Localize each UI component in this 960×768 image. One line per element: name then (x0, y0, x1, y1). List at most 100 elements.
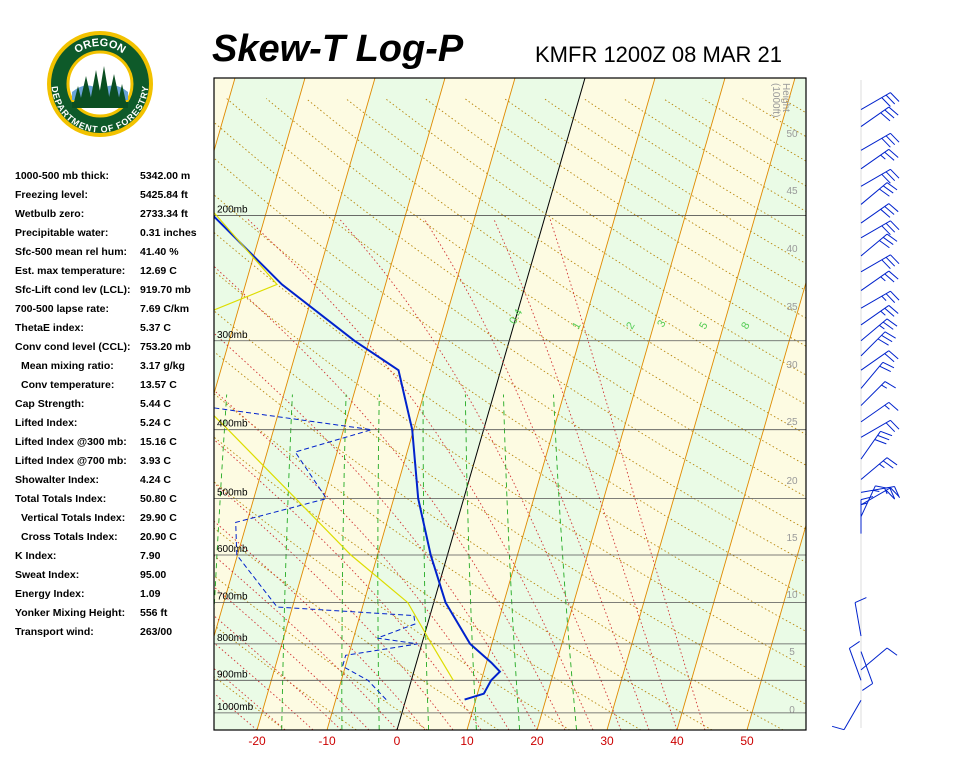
height-tick-label: 30 (786, 360, 798, 371)
wind-barb-staff (860, 401, 890, 423)
height-tick-label: 15 (786, 533, 798, 544)
stat-row: Transport wind: 263/00 (15, 626, 215, 645)
stability-index-list: 1000-500 mb thick: 5342.00 m Freezing leve… (15, 170, 215, 645)
wind-barb-staff (860, 182, 888, 205)
wind-barb-staff (860, 220, 891, 239)
mixing-ratio-label: 5 (697, 320, 710, 331)
wind-barb (860, 106, 899, 127)
wind-barb (860, 350, 899, 371)
stat-value: 263/00 (140, 626, 173, 638)
wind-barb-tick (884, 206, 895, 215)
temperature-tick-label: -20 (248, 734, 266, 748)
wind-barb-staff (860, 148, 890, 170)
stat-label: 1000-500 mb thick: (15, 170, 109, 182)
isotherm (214, 78, 236, 153)
moist-adiabat (423, 218, 650, 730)
temperature-tick-label: 50 (740, 734, 754, 748)
wind-barb-staff (860, 290, 891, 309)
wind-barb-tick (882, 460, 894, 469)
isotherm (746, 523, 806, 730)
isotherm (887, 78, 960, 730)
oregon-forestry-logo: OREGON DEPARTMENT OF FORESTRY (46, 30, 154, 138)
stat-value: 7.90 (140, 550, 161, 562)
pressure-label: 600mb (217, 544, 248, 555)
wind-barb-tick (877, 434, 890, 441)
wind-barb-tick (881, 137, 891, 148)
wind-barb-staff (860, 485, 876, 517)
pressure-label: 500mb (217, 488, 248, 499)
height-tick-label: 40 (786, 244, 798, 255)
wind-barb-tick (885, 171, 896, 182)
mixing-ratio-line (553, 394, 578, 730)
height-tick-label: 20 (786, 476, 798, 487)
isotherm (0, 78, 165, 730)
stat-label: Cross Totals Index: (21, 531, 118, 543)
isotherm (326, 78, 516, 730)
pressure-label: 300mb (217, 330, 248, 341)
wind-barb-tick (880, 112, 891, 122)
wind-barb (860, 182, 898, 205)
wind-barb-tick (888, 350, 899, 360)
wind-barb-tick (885, 422, 896, 433)
wind-barb (848, 641, 862, 681)
isotherm (256, 78, 446, 730)
wind-barb (860, 254, 900, 273)
wind-barb-tick (881, 97, 891, 107)
wind-barb-tick (881, 173, 891, 184)
wind-barb-staff (860, 168, 891, 187)
wind-barb-staff (860, 270, 890, 291)
wind-barb-tick (881, 225, 891, 236)
stat-value: 13.57 C (140, 379, 177, 391)
wind-barb-tick (890, 254, 900, 265)
wind-barb-tick (882, 321, 894, 330)
wind-barb-tick (885, 256, 896, 267)
stat-label: Total Totals Index: (15, 493, 107, 505)
stat-value: 919.70 mb (140, 284, 191, 296)
stat-row: Wetbulb zero: 2733.34 ft (15, 208, 215, 227)
isotherm (466, 78, 656, 730)
wind-barb-tick (881, 334, 893, 343)
wind-barb (860, 496, 874, 534)
dry-adiabat (214, 481, 571, 730)
stat-label: Vertical Totals Index: (21, 512, 126, 524)
wind-barb-tick (890, 487, 900, 498)
stat-value: 5342.00 m (140, 170, 191, 182)
dry-adiabat (941, 99, 960, 731)
stat-value: 5.24 C (140, 417, 171, 429)
height-axis-title: Height (780, 83, 791, 112)
stat-label: Lifted Index @700 mb: (15, 455, 127, 467)
temperature-band (257, 78, 515, 730)
mixing-ratio-line (464, 394, 477, 730)
wind-barb-tick (884, 151, 895, 161)
stat-value: 2733.34 ft (140, 208, 188, 220)
wind-barb-tick (854, 597, 867, 604)
stat-value: 1.09 (140, 588, 161, 600)
stat-row: Sweat Index: 95.00 (15, 569, 215, 588)
wind-barb-half-tick (881, 295, 887, 301)
wind-barb-tick (881, 259, 891, 270)
isotherm (606, 78, 796, 730)
wind-barb-staff (860, 233, 888, 257)
temperature-band (537, 78, 795, 730)
wind-barb (860, 381, 896, 406)
wind-barb-tick (882, 185, 894, 194)
stat-value: 12.69 C (140, 265, 177, 277)
temperature-band (397, 78, 655, 730)
wind-barb (860, 457, 898, 480)
temperature-band (0, 78, 25, 730)
moist-adiabat (338, 218, 622, 730)
stat-row: 1000-500 mb thick: 5342.00 m (15, 170, 215, 189)
stat-value: 4.24 C (140, 474, 171, 486)
wind-barb-staff (860, 362, 884, 389)
temperature-tick-label: 20 (530, 734, 544, 748)
dry-adiabat (214, 676, 286, 730)
wind-barb-tick (831, 725, 845, 731)
wind-barb (860, 203, 899, 224)
chart-title: Skew-T Log-P (212, 28, 464, 70)
pressure-label: 700mb (217, 592, 248, 603)
wind-barb-tick (884, 273, 895, 283)
wind-barb (860, 486, 900, 499)
wind-barb (854, 597, 867, 637)
wind-barb-tick (879, 365, 891, 373)
temperature-tick-label: -10 (318, 734, 336, 748)
